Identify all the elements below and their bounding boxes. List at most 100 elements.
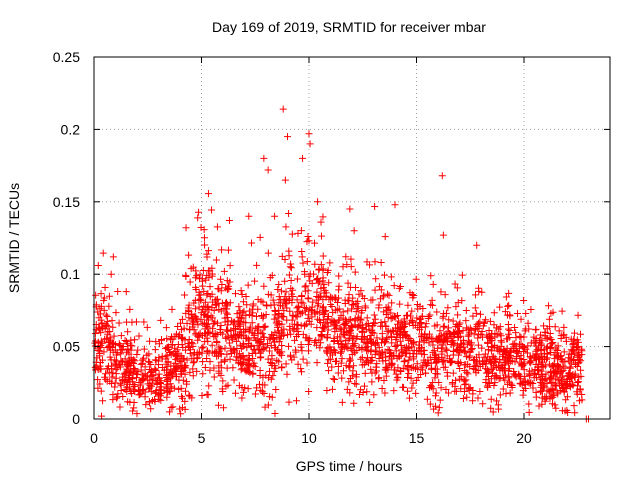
data-point — [556, 373, 564, 381]
data-point — [363, 335, 371, 343]
data-point — [383, 364, 391, 372]
data-point — [208, 341, 216, 349]
data-point — [327, 346, 335, 354]
data-point — [244, 361, 252, 369]
data-point — [235, 350, 243, 358]
data-point — [264, 249, 272, 257]
data-point — [431, 402, 439, 410]
data-point — [487, 404, 495, 412]
data-point — [198, 392, 206, 400]
data-point — [196, 271, 204, 279]
data-point — [358, 292, 366, 300]
data-point — [109, 369, 117, 377]
x-axis-label: GPS time / hours — [296, 458, 403, 474]
data-point — [440, 322, 448, 330]
data-point — [113, 394, 121, 402]
data-point — [471, 365, 479, 373]
data-point — [247, 239, 255, 247]
data-point — [504, 380, 512, 388]
data-point — [229, 318, 237, 326]
data-point — [491, 379, 499, 387]
data-point — [387, 315, 395, 323]
data-point — [545, 315, 553, 323]
data-point — [179, 343, 187, 351]
data-point — [574, 378, 582, 386]
data-point — [313, 276, 321, 284]
data-point — [423, 395, 431, 403]
data-point — [335, 339, 343, 347]
data-point — [281, 277, 289, 285]
data-point — [138, 375, 146, 383]
data-point — [349, 294, 357, 302]
data-point — [189, 342, 197, 350]
data-point — [533, 355, 541, 363]
data-point — [415, 319, 423, 327]
data-point — [94, 384, 102, 392]
data-point — [426, 311, 434, 319]
data-point — [317, 232, 325, 240]
data-point — [525, 367, 533, 375]
data-point — [181, 370, 189, 378]
data-point — [502, 390, 510, 398]
data-point — [401, 357, 409, 365]
data-point — [210, 333, 218, 341]
data-point — [143, 323, 151, 331]
data-point — [99, 356, 107, 364]
data-point — [408, 307, 416, 315]
data-point — [152, 367, 160, 375]
data-point — [96, 350, 104, 358]
axis-ticks — [93, 56, 610, 420]
data-point — [281, 293, 289, 301]
data-point — [115, 319, 123, 327]
data-point — [377, 286, 385, 294]
data-point — [208, 304, 216, 312]
data-point — [113, 351, 121, 359]
data-point — [462, 317, 470, 325]
data-point — [358, 328, 366, 336]
data-point — [240, 318, 248, 326]
data-point — [562, 380, 570, 388]
data-point — [110, 340, 118, 348]
data-point — [255, 338, 263, 346]
data-point — [262, 371, 270, 379]
data-point — [297, 322, 305, 330]
data-point — [225, 285, 233, 293]
data-point — [235, 303, 243, 311]
data-point — [556, 352, 564, 360]
data-point — [223, 326, 231, 334]
data-point — [232, 389, 240, 397]
data-point — [479, 400, 487, 408]
data-point — [457, 373, 465, 381]
x-tick-label: 0 — [90, 430, 98, 446]
data-point — [449, 332, 457, 340]
data-point — [525, 408, 533, 416]
data-point — [487, 360, 495, 368]
data-point — [387, 355, 395, 363]
data-point — [124, 345, 132, 353]
data-point — [549, 390, 557, 398]
data-point — [482, 379, 490, 387]
data-point — [212, 301, 220, 309]
data-point — [163, 351, 171, 359]
data-point — [383, 290, 391, 298]
data-point — [545, 302, 553, 310]
data-point — [441, 291, 449, 299]
data-point — [541, 329, 549, 337]
data-point — [478, 344, 486, 352]
data-point — [541, 362, 549, 370]
data-point — [259, 330, 267, 338]
data-point — [387, 273, 395, 281]
data-point — [294, 321, 302, 329]
data-point — [201, 319, 209, 327]
data-point — [106, 344, 114, 352]
data-point — [195, 288, 203, 296]
data-point — [274, 286, 282, 294]
data-point — [344, 307, 352, 315]
data-point — [366, 336, 374, 344]
data-point — [242, 293, 250, 301]
data-point — [563, 406, 571, 414]
data-point — [425, 339, 433, 347]
data-point — [499, 385, 507, 393]
data-point — [388, 360, 396, 368]
data-point — [126, 305, 134, 313]
